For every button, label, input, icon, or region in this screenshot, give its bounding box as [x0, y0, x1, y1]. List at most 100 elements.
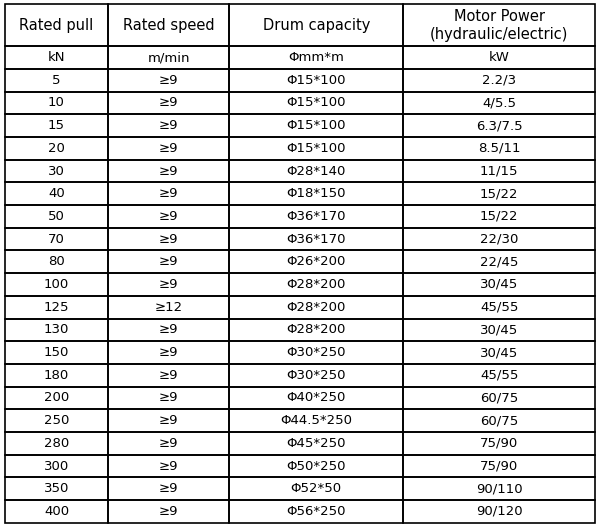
Bar — [5, 250, 108, 273]
Bar — [108, 228, 229, 250]
Bar — [108, 205, 229, 228]
Bar — [108, 92, 229, 114]
Text: Φ44.5*250: Φ44.5*250 — [280, 414, 352, 427]
Bar — [108, 46, 229, 69]
Bar — [229, 182, 403, 205]
Text: ≥9: ≥9 — [159, 460, 178, 473]
Text: Φ28*200: Φ28*200 — [287, 324, 346, 336]
Bar — [403, 409, 595, 432]
Bar — [229, 228, 403, 250]
Bar — [403, 409, 595, 432]
Bar — [403, 92, 595, 114]
Bar — [108, 69, 229, 92]
Bar — [229, 432, 403, 455]
Bar — [5, 228, 108, 250]
Text: Φ45*250: Φ45*250 — [286, 437, 346, 450]
Bar — [229, 387, 403, 409]
Bar — [5, 69, 108, 92]
Text: ≥9: ≥9 — [159, 505, 178, 518]
Bar — [229, 46, 403, 69]
Bar — [403, 318, 595, 341]
Text: 90/110: 90/110 — [476, 482, 523, 495]
Text: ≥9: ≥9 — [159, 232, 178, 246]
Bar — [5, 477, 108, 500]
Bar — [403, 205, 595, 228]
Bar — [108, 500, 229, 523]
Bar — [229, 137, 403, 160]
Bar — [5, 182, 108, 205]
Bar — [403, 296, 595, 318]
Text: 30/45: 30/45 — [480, 346, 518, 359]
Bar — [108, 455, 229, 477]
Text: Φ15*100: Φ15*100 — [286, 142, 346, 155]
Bar — [5, 205, 108, 228]
Bar — [108, 69, 229, 92]
Bar — [403, 500, 595, 523]
Text: 300: 300 — [44, 460, 69, 473]
Text: Rated speed: Rated speed — [123, 18, 214, 33]
Text: Drum capacity: Drum capacity — [263, 18, 370, 33]
Bar — [229, 69, 403, 92]
Bar — [229, 137, 403, 160]
Text: ≥9: ≥9 — [159, 187, 178, 200]
Bar — [5, 432, 108, 455]
Bar — [403, 4, 595, 46]
Bar — [229, 432, 403, 455]
Text: 2.2/3: 2.2/3 — [482, 74, 517, 87]
Text: kW: kW — [489, 51, 509, 64]
Bar — [403, 364, 595, 387]
Text: Φ26*200: Φ26*200 — [287, 255, 346, 268]
Text: 90/120: 90/120 — [476, 505, 523, 518]
Bar — [108, 364, 229, 387]
Bar — [108, 160, 229, 182]
Bar — [5, 114, 108, 137]
Bar — [108, 46, 229, 69]
Bar — [229, 318, 403, 341]
Text: kN: kN — [48, 51, 65, 64]
Text: Φ28*200: Φ28*200 — [287, 301, 346, 314]
Text: ≥9: ≥9 — [159, 74, 178, 87]
Bar — [403, 273, 595, 296]
Bar — [108, 114, 229, 137]
Bar — [229, 182, 403, 205]
Text: 20: 20 — [48, 142, 65, 155]
Text: Φ56*250: Φ56*250 — [286, 505, 346, 518]
Text: Φ36*170: Φ36*170 — [286, 232, 346, 246]
Bar — [5, 318, 108, 341]
Bar — [5, 455, 108, 477]
Text: ≥9: ≥9 — [159, 437, 178, 450]
Text: ≥9: ≥9 — [159, 142, 178, 155]
Bar — [229, 296, 403, 318]
Bar — [108, 92, 229, 114]
Bar — [5, 4, 108, 46]
Text: Φ15*100: Φ15*100 — [286, 74, 346, 87]
Text: 8.5/11: 8.5/11 — [478, 142, 521, 155]
Bar — [403, 228, 595, 250]
Text: Motor Power
(hydraulic/electric): Motor Power (hydraulic/electric) — [430, 9, 568, 42]
Bar — [229, 341, 403, 364]
Bar — [403, 46, 595, 69]
Text: 22/30: 22/30 — [480, 232, 518, 246]
Text: 4/5.5: 4/5.5 — [482, 96, 516, 110]
Bar — [229, 160, 403, 182]
Bar — [5, 182, 108, 205]
Text: ≥9: ≥9 — [159, 482, 178, 495]
Text: 200: 200 — [44, 392, 69, 404]
Bar — [229, 455, 403, 477]
Bar — [403, 387, 595, 409]
Bar — [403, 455, 595, 477]
Bar — [403, 477, 595, 500]
Bar — [5, 296, 108, 318]
Bar — [229, 409, 403, 432]
Text: 180: 180 — [44, 369, 69, 382]
Text: 130: 130 — [44, 324, 69, 336]
Bar — [229, 455, 403, 477]
Text: ≥9: ≥9 — [159, 392, 178, 404]
Text: ≥12: ≥12 — [155, 301, 182, 314]
Bar — [108, 228, 229, 250]
Bar — [108, 4, 229, 46]
Text: 80: 80 — [48, 255, 65, 268]
Bar — [5, 409, 108, 432]
Bar — [229, 250, 403, 273]
Bar — [5, 364, 108, 387]
